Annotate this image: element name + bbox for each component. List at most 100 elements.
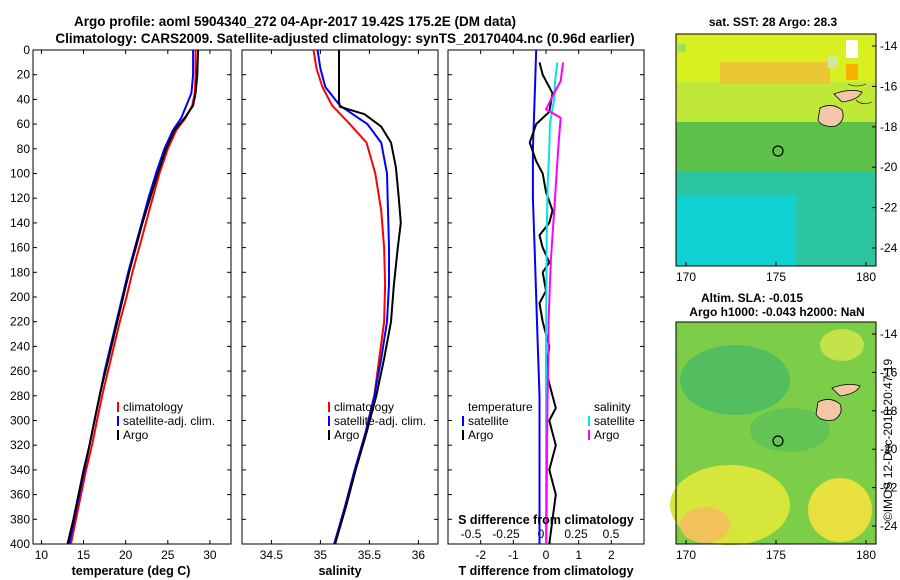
figure-title-line2: Climatology: CARS2009. Satellite-adjuste… bbox=[55, 31, 634, 46]
map-y-tick-label: -22 bbox=[880, 201, 898, 215]
x-tick-label: 0 bbox=[543, 548, 550, 562]
depth-tick-label: 320 bbox=[10, 438, 30, 452]
depth-tick-label: 220 bbox=[10, 315, 30, 329]
legend-label-t-argo: Argo bbox=[468, 428, 494, 442]
legend-label-satellite: satellite-adj. clim. bbox=[123, 414, 215, 428]
sst-orange-patch bbox=[720, 62, 830, 84]
sla-high-anomaly-3 bbox=[680, 507, 730, 543]
sst-map bbox=[675, 33, 877, 267]
depth-tick-label: 140 bbox=[10, 216, 30, 230]
imos-credit: ©IMOS 12-Dec-2018 20:47:19 bbox=[881, 359, 895, 522]
sla-map-title-line1: Altim. SLA: -0.015 bbox=[701, 291, 803, 305]
map-x-tick-label: 170 bbox=[676, 270, 696, 284]
reef-outline bbox=[847, 83, 873, 104]
island-viti-levu bbox=[817, 105, 844, 127]
x-tick-label: 2 bbox=[608, 548, 615, 562]
sst-pale-pixel bbox=[828, 56, 838, 68]
sst-missing-data bbox=[846, 40, 858, 58]
depth-tick-label: 380 bbox=[10, 512, 30, 526]
x2-tick-label: -0.5 bbox=[461, 527, 482, 541]
x2-tick-label: 0.5 bbox=[603, 527, 620, 541]
temperature-xlabel: temperature (deg C) bbox=[72, 564, 191, 578]
depth-tick-label: 360 bbox=[10, 488, 30, 502]
map-y-tick-label: -14 bbox=[880, 39, 898, 53]
series-line-argo bbox=[334, 50, 402, 545]
sla-high-anomaly-4 bbox=[820, 329, 864, 361]
x2-tick-label: 0.25 bbox=[564, 527, 588, 541]
argo-position-marker bbox=[772, 145, 784, 157]
legend-label-s-satellite: satellite bbox=[594, 414, 635, 428]
map-y-tick-label: -24 bbox=[880, 241, 898, 255]
island-viti-levu bbox=[815, 399, 842, 421]
salinity-xlabel: salinity bbox=[318, 564, 361, 578]
depth-tick-label: 160 bbox=[10, 241, 30, 255]
series-line-temperature-argo bbox=[528, 62, 557, 545]
series-line-argo bbox=[66, 49, 200, 545]
legend-label-argo: Argo bbox=[123, 428, 149, 442]
depth-tick-label: 100 bbox=[10, 167, 30, 181]
map-x-tick-label: 175 bbox=[766, 548, 786, 562]
legend-title-salinity: salinity bbox=[594, 400, 631, 414]
temperature-legend: climatology satellite-adj. clim. Argo bbox=[117, 400, 215, 442]
map-y-tick-label: -18 bbox=[880, 404, 898, 418]
x-tick-label: 35 bbox=[314, 548, 328, 562]
x-tick-label: 20 bbox=[119, 548, 133, 562]
map-y-tick-label: -18 bbox=[880, 120, 898, 134]
legend-label-climatology: climatology bbox=[123, 400, 183, 414]
series-line-salinity-argo bbox=[545, 62, 564, 545]
legend-label-s-argo: Argo bbox=[594, 428, 620, 442]
sla-map bbox=[670, 321, 877, 545]
map-x-tick-label: 180 bbox=[856, 270, 876, 284]
depth-tick-label: 40 bbox=[17, 92, 31, 106]
x-tick-label: 25 bbox=[161, 548, 175, 562]
difference-legend: temperature satellite Argo salinity sate… bbox=[462, 400, 635, 442]
series-line-satellite-adj-clim- bbox=[68, 50, 195, 545]
s-difference-xlabel: S difference from climatology bbox=[458, 513, 634, 527]
depth-tick-label: 80 bbox=[17, 142, 31, 156]
depth-axis: 0 20 40 60 80 100 120 140 160 180 200 220 240 260 280 3… bbox=[10, 43, 644, 551]
sla-map-title-line2: Argo h1000: -0.043 h2000: NaN bbox=[689, 305, 864, 319]
map-y-tick-label: -16 bbox=[880, 365, 898, 379]
depth-tick-label: 300 bbox=[10, 414, 30, 428]
map-y-tick-label: -14 bbox=[880, 327, 898, 341]
sst-pixel bbox=[678, 44, 686, 52]
depth-tick-label: 260 bbox=[10, 364, 30, 378]
salinity-panel: 34.5 35 35.5 36 bbox=[260, 49, 426, 562]
argo-position-marker bbox=[772, 435, 784, 447]
x-tick-label: 35.5 bbox=[358, 548, 382, 562]
sla-low-anomaly bbox=[680, 345, 790, 415]
salinity-plot-frame bbox=[241, 49, 439, 545]
sla-high-anomaly-2 bbox=[808, 478, 872, 542]
legend-label-satellite: satellite-adj. clim. bbox=[334, 414, 426, 428]
series-line-climatology bbox=[312, 49, 387, 545]
x-tick-label: 30 bbox=[203, 548, 217, 562]
temperature-panel: 10 15 20 25 30 bbox=[35, 49, 217, 562]
map-y-tick-label: -22 bbox=[880, 481, 898, 495]
x-tick-label: 15 bbox=[77, 548, 91, 562]
map-y-tick-label: -24 bbox=[880, 519, 898, 533]
depth-tick-label: 180 bbox=[10, 265, 30, 279]
legend-label-argo: Argo bbox=[334, 428, 360, 442]
depth-tick-label: 340 bbox=[10, 463, 30, 477]
sst-mid-band bbox=[676, 82, 876, 122]
depth-tick-label: 200 bbox=[10, 290, 30, 304]
temperature-plot-frame bbox=[32, 49, 232, 545]
t-difference-xlabel: T difference from climatology bbox=[458, 564, 633, 578]
x-tick-label: 36 bbox=[412, 548, 426, 562]
legend-label-climatology: climatology bbox=[334, 400, 394, 414]
map-y-tick-label: -20 bbox=[880, 442, 898, 456]
salinity-legend: climatology satellite-adj. clim. Argo bbox=[328, 400, 426, 442]
map-y-tick-label: -20 bbox=[880, 160, 898, 174]
x2-tick-label: 0 bbox=[538, 527, 545, 541]
sst-map-title: sat. SST: 28 Argo: 28.3 bbox=[709, 15, 838, 29]
sla-low-anomaly-2 bbox=[750, 408, 830, 452]
difference-panel: -2 -1 0 1 2 -0.5 -0.25 0 0.25 0.5 bbox=[461, 49, 620, 562]
depth-tick-label: 400 bbox=[10, 537, 30, 551]
sst-cyan-area bbox=[676, 196, 796, 266]
depth-tick-label: 0 bbox=[23, 43, 30, 57]
island-vanua-levu bbox=[831, 384, 861, 397]
series-line-salinity-satellite bbox=[545, 62, 559, 544]
legend-title-temperature: temperature bbox=[468, 400, 533, 414]
x-tick-label: -1 bbox=[508, 548, 519, 562]
